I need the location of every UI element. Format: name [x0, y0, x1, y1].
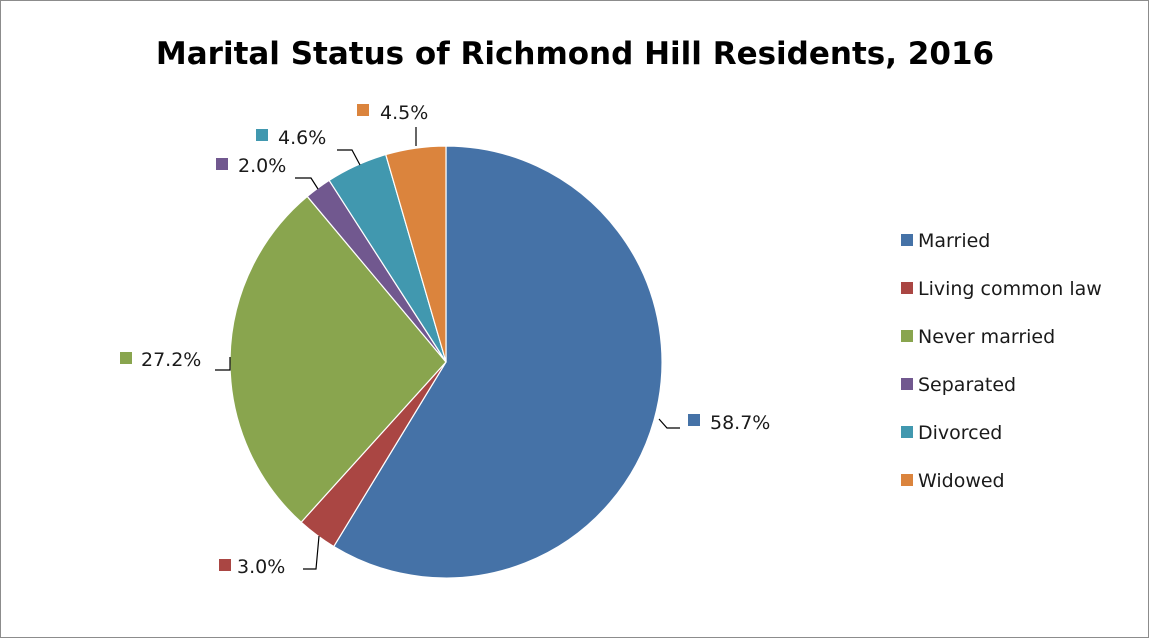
leader-line-living-common-law — [303, 535, 320, 570]
legend-label-widowed: Widowed — [918, 470, 1005, 492]
legend-item-widowed: Widowed — [901, 468, 1102, 516]
legend-label-separated: Separated — [918, 374, 1017, 396]
legend-label-divorced: Divorced — [918, 422, 1003, 444]
data-label-swatch-living-common-law — [219, 559, 231, 571]
legend-label-living-common-law: Living common law — [918, 278, 1102, 300]
data-label-swatch-widowed — [357, 104, 369, 116]
data-label-swatch-married — [688, 414, 700, 426]
data-label-divorced: 4.6% — [278, 127, 326, 149]
data-label-swatch-separated — [216, 158, 228, 170]
data-label-swatch-never-married — [120, 352, 132, 364]
legend-item-married: Married — [901, 228, 1102, 276]
data-label-widowed: 4.5% — [380, 102, 428, 124]
legend-item-separated: Separated — [901, 372, 1102, 420]
legend-swatch-married — [901, 233, 913, 246]
chart-legend: Married Living common law Never married … — [901, 228, 1102, 516]
legend-swatch-living-common-law — [901, 281, 913, 294]
legend-swatch-widowed — [901, 473, 913, 486]
leader-line-separated — [295, 177, 319, 190]
legend-item-divorced: Divorced — [901, 420, 1102, 468]
data-label-swatch-divorced — [256, 129, 268, 141]
legend-item-never-married: Never married — [901, 324, 1102, 372]
leader-line-divorced — [337, 149, 361, 166]
leader-line-married — [658, 418, 680, 429]
data-label-separated: 2.0% — [238, 155, 286, 177]
legend-label-married: Married — [918, 230, 991, 252]
legend-swatch-never-married — [901, 329, 913, 342]
data-label-never-married: 27.2% — [141, 349, 201, 371]
legend-swatch-separated — [901, 377, 913, 390]
leader-line-never-married — [215, 357, 231, 371]
legend-swatch-divorced — [901, 425, 913, 438]
data-label-living-common-law: 3.0% — [237, 556, 285, 578]
pie-slice-married — [332, 145, 663, 579]
pie-slice-widowed — [384, 145, 447, 363]
chart-title: Marital Status of Richmond Hill Resident… — [155, 36, 995, 72]
legend-label-never-married: Never married — [918, 326, 1056, 348]
data-label-married: 58.7% — [710, 412, 770, 434]
legend-item-living-common-law: Living common law — [901, 276, 1102, 324]
